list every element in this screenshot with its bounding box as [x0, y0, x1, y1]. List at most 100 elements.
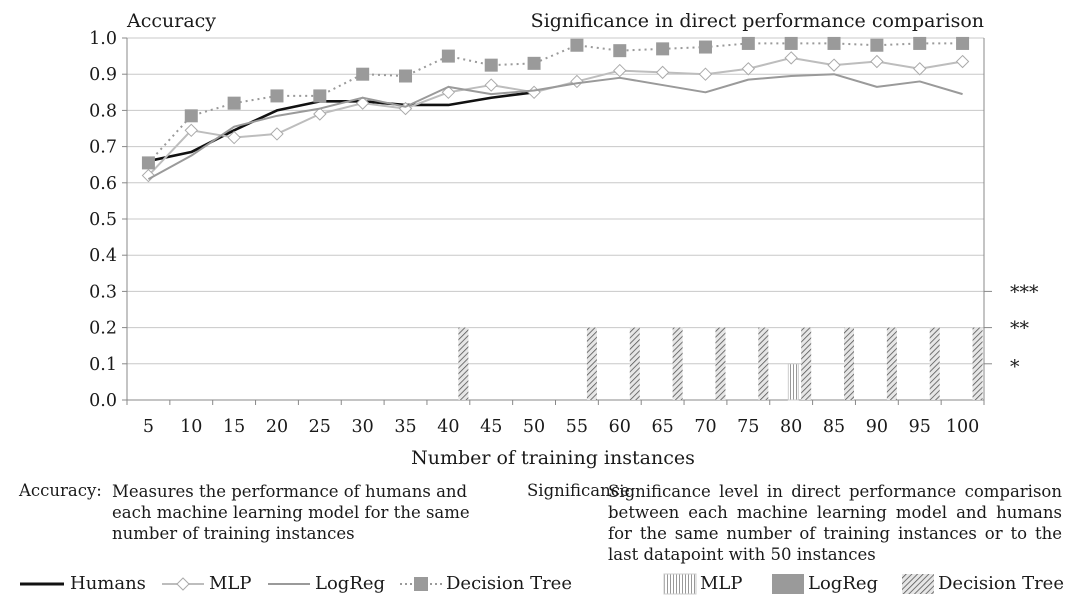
- series-point-decision-tree: [784, 36, 798, 50]
- series-point-mlp: [955, 54, 970, 69]
- significance-bar-decision-tree: [715, 327, 726, 400]
- note-significance-desc: Significance level in direct performance…: [608, 482, 1062, 564]
- note-accuracy-term: Accuracy:: [19, 481, 102, 500]
- series-point-mlp: [827, 58, 841, 72]
- x-tick-label: 70: [694, 417, 716, 437]
- significance-label: ***: [1010, 281, 1039, 303]
- x-tick-label: 10: [180, 417, 202, 437]
- y-tick-label: 0.7: [89, 138, 117, 158]
- legend-humans-swatch: [20, 582, 64, 586]
- legend-mlp-label: MLP: [209, 573, 252, 594]
- series-point-mlp: [570, 74, 584, 89]
- series-point-decision-tree: [184, 109, 198, 123]
- y-tick-label: 0.5: [89, 210, 117, 230]
- y-tick-label: 0.8: [89, 101, 117, 121]
- y-tick-label: 1.0: [89, 29, 117, 49]
- significance-bar-decision-tree: [672, 327, 683, 400]
- series-line-logreg: [147, 73, 963, 181]
- series-point-mlp: [527, 85, 541, 100]
- x-tick-label: 45: [480, 417, 502, 437]
- x-tick-label: 55: [566, 417, 588, 437]
- y-tick-label: 0.3: [89, 282, 117, 302]
- legend-mlp-swatch: [162, 577, 204, 591]
- y-tick-label: 0.4: [89, 246, 117, 266]
- x-tick-label: 85: [823, 417, 845, 437]
- legend-decision-tree-swatch: [400, 577, 442, 591]
- significance-label: **: [1010, 318, 1030, 340]
- x-tick-label: 15: [223, 417, 245, 437]
- y-tick-label: 0.1: [89, 355, 117, 375]
- series-point-decision-tree: [698, 40, 712, 54]
- series-point-decision-tree: [827, 36, 841, 50]
- series-point-decision-tree: [913, 36, 927, 50]
- series-point-mlp: [484, 78, 498, 92]
- title-right: Significance in direct performance compa…: [531, 10, 984, 32]
- x-tick-label: 75: [737, 417, 759, 437]
- x-tick-label: 90: [866, 417, 888, 437]
- series-point-mlp: [270, 127, 284, 141]
- significance-bar-decision-tree: [844, 327, 855, 400]
- series-point-decision-tree: [227, 96, 241, 110]
- series-point-decision-tree: [741, 36, 755, 50]
- significance-bar-decision-tree: [586, 327, 597, 400]
- series-point-mlp: [784, 51, 798, 65]
- x-tick-label: 5: [143, 417, 154, 437]
- x-tick-label: 25: [309, 417, 331, 437]
- significance-bar-mlp: [787, 363, 799, 401]
- series-point-decision-tree: [270, 89, 284, 103]
- significance-bar-decision-tree: [801, 327, 812, 400]
- series-point-decision-tree: [956, 36, 970, 50]
- series-point-decision-tree: [613, 44, 627, 58]
- legend-bar-logreg-swatch: [772, 574, 804, 594]
- accuracy-chart: 0.0 0.1 0.2 0.3 0.4 0.5 0.6 0.7 0.8 0.9 1.0 5 10 15 20…: [89, 10, 1039, 469]
- y-tick-label: 0.0: [89, 391, 117, 411]
- series-point-decision-tree: [570, 38, 584, 52]
- x-axis-label: Number of training instances: [411, 447, 695, 469]
- y-tick-label: 0.2: [89, 319, 117, 339]
- x-tick-label: 100: [946, 417, 979, 437]
- series-point-mlp: [613, 63, 627, 78]
- x-tick-label: 65: [651, 417, 673, 437]
- x-tick-label: 30: [352, 417, 374, 437]
- series-point-mlp: [655, 65, 670, 80]
- legend-logreg-swatch: [268, 583, 310, 585]
- significance-bar-decision-tree: [929, 327, 940, 400]
- x-tick-label: 60: [609, 417, 631, 437]
- note-accuracy-desc: Measures the performance of humans and e…: [112, 482, 470, 543]
- legend-bar-decision-tree-label: Decision Tree: [938, 573, 1064, 594]
- series-point-mlp: [698, 67, 713, 81]
- significance-bar-decision-tree: [458, 327, 469, 400]
- legend-bar-mlp-swatch: [663, 573, 697, 595]
- series-point-decision-tree: [484, 58, 498, 72]
- series-point-decision-tree: [441, 49, 455, 63]
- series-line-decision-tree: [147, 42, 963, 164]
- title-left: Accuracy: [126, 10, 216, 32]
- series-point-decision-tree: [399, 69, 413, 83]
- legend-decision-tree-label: Decision Tree: [446, 573, 572, 594]
- significance-bar-decision-tree: [886, 327, 897, 400]
- y-tick-label: 0.9: [89, 65, 117, 85]
- legend-bar-decision-tree-swatch: [902, 574, 934, 594]
- series-point-mlp: [741, 62, 756, 76]
- x-tick-label: 50: [523, 417, 545, 437]
- series-point-mlp: [227, 130, 241, 145]
- series-point-decision-tree: [527, 56, 541, 70]
- x-tick-label: 20: [266, 417, 288, 437]
- legend-bar-mlp-label: MLP: [700, 573, 743, 594]
- significance-bar-decision-tree: [629, 327, 640, 400]
- significance-bar-decision-tree: [758, 327, 769, 400]
- note-significance-term: Significance:: [527, 481, 636, 500]
- series-point-mlp: [313, 107, 327, 121]
- series-point-mlp: [184, 123, 198, 138]
- series-point-mlp: [913, 62, 927, 76]
- significance-bar-decision-tree: [972, 327, 983, 400]
- x-tick-label: 40: [437, 417, 459, 437]
- x-tick-label: 80: [780, 417, 802, 437]
- series-point-decision-tree: [870, 38, 884, 52]
- series-point-decision-tree: [656, 42, 670, 56]
- significance-label: *: [1010, 356, 1020, 378]
- legend-humans-label: Humans: [70, 573, 146, 594]
- series-point-mlp: [355, 96, 370, 110]
- y-tick-label: 0.6: [89, 174, 117, 194]
- series-point-decision-tree: [356, 67, 370, 81]
